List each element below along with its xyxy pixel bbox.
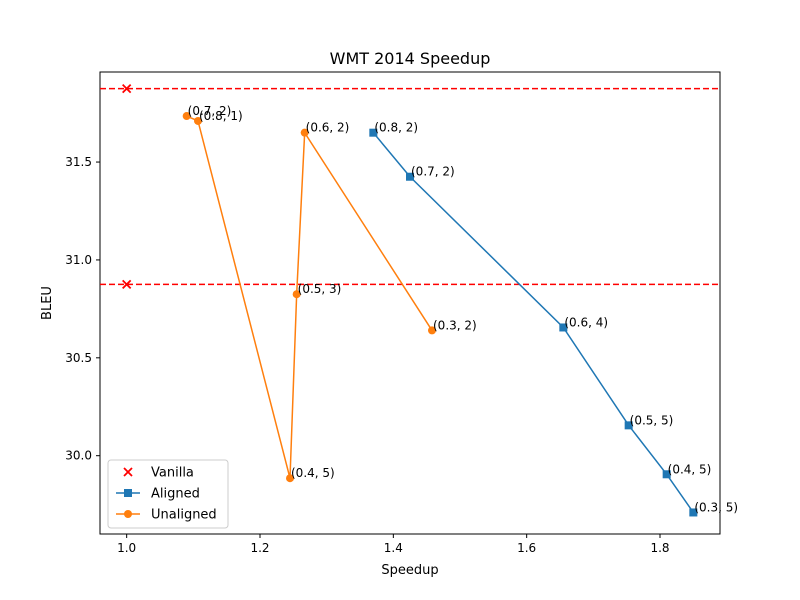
unaligned-point-label: (0.4, 5)	[291, 466, 335, 480]
unaligned-data-point	[182, 112, 191, 121]
unaligned-data-point	[292, 290, 301, 299]
legend-item-aligned: Aligned	[116, 487, 200, 502]
unaligned-point-label: (0.5, 3)	[298, 282, 342, 296]
y-tick-label: 30.5	[65, 351, 92, 365]
legend-label: Vanilla	[151, 466, 194, 481]
y-axis-label: BLEU	[40, 286, 55, 320]
aligned-data-point	[662, 470, 671, 479]
aligned-point-label: (0.3, 5)	[694, 500, 738, 514]
x-tick-label: 1.8	[650, 541, 669, 555]
aligned-point-label: (0.6, 4)	[564, 315, 608, 329]
chart-title: WMT 2014 Speedup	[330, 49, 491, 68]
x-tick-label: 1.4	[384, 541, 403, 555]
unaligned-point-label: (0.3, 2)	[433, 318, 477, 332]
x-marker-stroke	[123, 467, 133, 477]
aligned-point-label: (0.4, 5)	[668, 462, 712, 476]
unaligned-data-point	[428, 326, 436, 335]
plot-area: 1.0 1.2 1.4 1.6 1.8 30.0 30.5 31.0 31.5 (0.8, 2) (…	[65, 71, 738, 555]
y-tick-label: 31.0	[65, 253, 92, 267]
legend-marker	[123, 467, 133, 477]
legend-label: Unaligned	[151, 508, 217, 523]
x-tick-label: 1.6	[517, 541, 536, 555]
unaligned-point-label: (0.6, 2)	[306, 121, 350, 135]
y-tick-label: 31.5	[65, 155, 92, 169]
x-axis-label: Speedup	[381, 563, 438, 578]
aligned-point-label: (0.7, 2)	[411, 165, 455, 179]
aligned-data-point	[559, 323, 568, 332]
x-marker-stroke	[122, 279, 132, 290]
axes-frame	[99, 71, 721, 535]
legend-marker	[124, 510, 132, 518]
aligned-data-point	[624, 421, 633, 430]
aligned-point-label: (0.5, 5)	[630, 413, 674, 427]
vanilla-data-point	[122, 84, 132, 94]
unaligned-data-point	[286, 474, 294, 483]
aligned-data-point	[689, 508, 698, 517]
x-marker-stroke	[122, 84, 132, 94]
legend-box	[107, 459, 229, 529]
legend-marker	[124, 489, 132, 497]
legend-item-vanilla: Vanilla	[123, 466, 194, 481]
unaligned-data-point	[194, 116, 202, 125]
legend-label: Aligned	[151, 487, 200, 502]
aligned-point-label: (0.8, 2)	[374, 121, 418, 135]
legend: Vanilla Aligned Unaligned	[107, 459, 229, 529]
x-tick-label: 1.2	[250, 541, 269, 555]
aligned-series-line	[372, 132, 694, 513]
unaligned-data-point	[300, 128, 309, 137]
unaligned-point-label: (0.7, 2)	[188, 104, 232, 118]
legend-item-unaligned: Unaligned	[116, 508, 217, 523]
unaligned-point-label: (0.8, 1)	[199, 109, 243, 123]
vanilla-data-point	[122, 279, 132, 290]
aligned-data-point	[369, 128, 378, 137]
y-tick-label: 30.0	[65, 449, 92, 463]
x-tick-label: 1.0	[117, 541, 136, 555]
aligned-data-point	[406, 172, 414, 181]
